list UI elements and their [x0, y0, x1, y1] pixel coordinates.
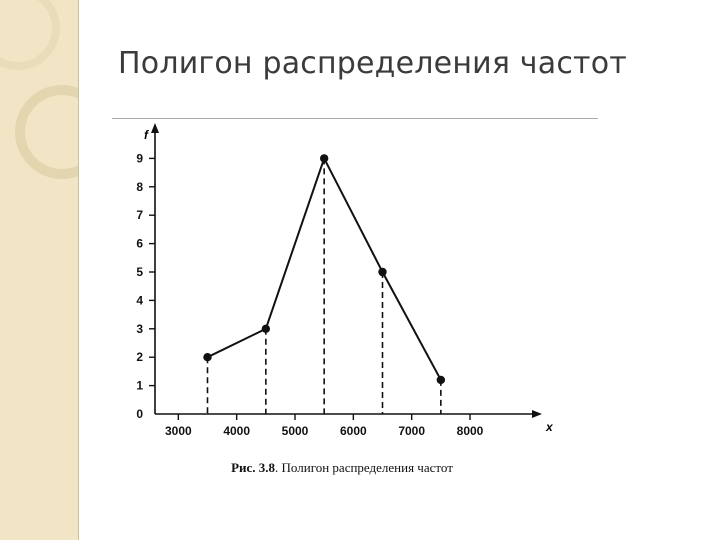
x-tick-label: 6000 [340, 424, 367, 438]
y-tick-label: 1 [136, 379, 143, 393]
y-axis-arrow [151, 123, 159, 133]
y-tick-label: 3 [136, 322, 143, 336]
x-tick-label: 8000 [457, 424, 484, 438]
x-tick-label: 3000 [165, 424, 192, 438]
x-axis-arrow [532, 410, 542, 418]
y-tick-label: 7 [136, 208, 143, 222]
chart-ticks: 0 1 2 3 4 5 6 7 8 9 3000 4000 5000 6000 7000 8000 [136, 151, 483, 438]
figure-caption-label: Рис. 3.8 [231, 460, 276, 475]
x-tick-label: 7000 [398, 424, 425, 438]
figure-caption-text: . Полигон распределения частот [275, 460, 453, 475]
y-tick-label: 9 [136, 151, 143, 165]
x-tick-label: 5000 [282, 424, 309, 438]
y-axis-label: f [144, 128, 149, 142]
x-tick-label: 4000 [223, 424, 250, 438]
y-tick-label: 8 [136, 180, 143, 194]
data-point [378, 267, 387, 277]
data-point [261, 324, 271, 333]
chart-axes [151, 123, 542, 418]
y-tick-label: 2 [136, 350, 143, 364]
chart-points [203, 154, 446, 385]
y-tick-label: 4 [136, 293, 143, 307]
decorative-sidebar [0, 0, 79, 540]
x-axis-label: x [545, 420, 554, 434]
slide-title: Полигон распределения частот [118, 46, 627, 81]
y-tick-label: 0 [136, 407, 143, 421]
data-point [319, 154, 329, 163]
chart-drop-lines [206, 158, 442, 414]
title-divider [112, 118, 598, 119]
data-point [203, 353, 212, 362]
data-point [436, 375, 446, 385]
sidebar-circles-decoration [0, 0, 78, 179]
figure-caption: Рис. 3.8. Полигон распределения частот [0, 460, 720, 476]
y-tick-label: 6 [136, 237, 143, 251]
y-tick-label: 5 [136, 265, 143, 279]
